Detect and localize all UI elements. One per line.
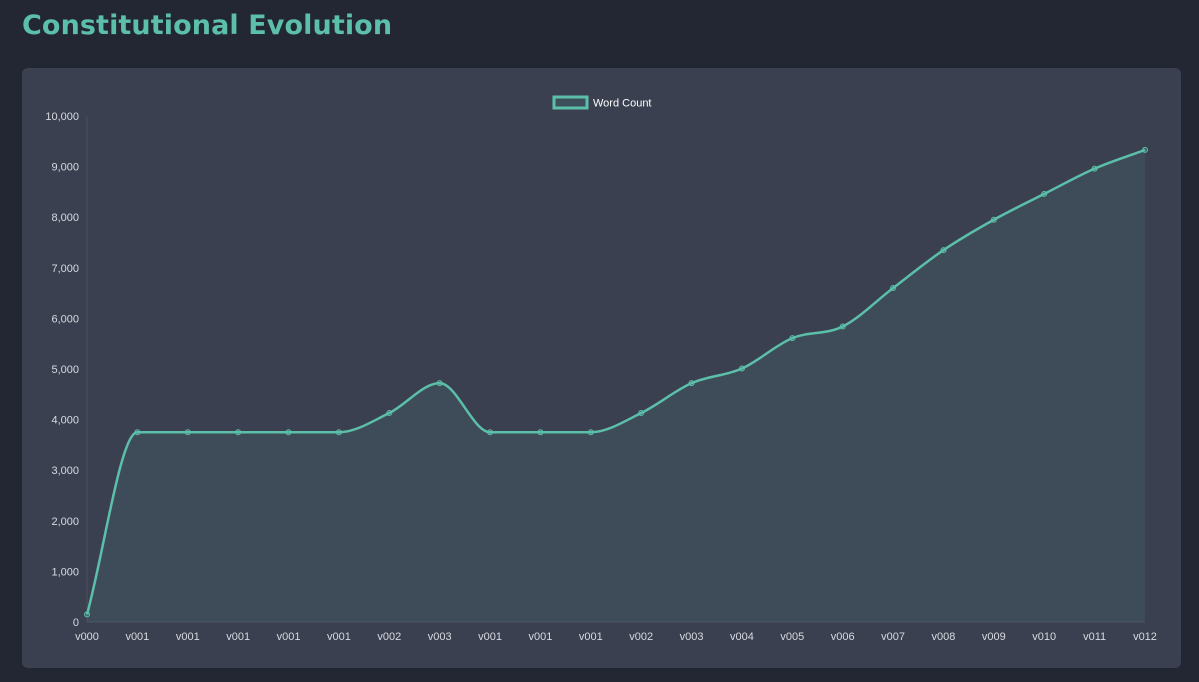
x-tick-label: v001 [277,631,301,643]
data-point[interactable] [587,429,594,436]
series-area [87,149,1145,622]
x-tick-label: v003 [428,631,452,643]
data-point[interactable] [890,285,897,292]
x-tick-label: v012 [1133,631,1157,643]
x-tick-label: v008 [932,631,956,643]
x-tick-label: v010 [1032,631,1056,643]
x-tick-label: v009 [982,631,1006,643]
chart-card: Word Count 0 1,000 2,000 3,000 4,000 5,000 6,0… [22,68,1181,668]
data-point[interactable] [738,365,745,372]
x-tick-label: v011 [1083,631,1106,643]
y-tick-label: 2,000 [51,516,79,528]
x-tick-label: v001 [478,631,502,643]
x-tick-label: v002 [377,631,401,643]
y-tick-label: 7,000 [51,263,79,275]
x-tick-label: v001 [176,631,200,643]
data-point[interactable] [285,429,292,436]
data-point[interactable] [335,429,342,436]
x-tick-label: v001 [226,631,250,643]
data-point[interactable] [688,380,695,387]
data-point[interactable] [1142,146,1148,153]
x-tick-label: v001 [528,631,552,643]
y-tick-label: 1,000 [51,566,79,578]
word-count-chart: Word Count 0 1,000 2,000 3,000 4,000 5,000 6,0… [45,95,1157,643]
x-tick-label: v001 [125,631,149,643]
y-tick-label: 4,000 [51,415,79,427]
y-tick-label: 5,000 [51,364,79,376]
series-line [85,148,1146,615]
data-point[interactable] [537,429,544,436]
data-point[interactable] [134,429,141,436]
x-tick-label: v001 [327,631,351,643]
data-point[interactable] [839,323,846,330]
x-tick-label: v002 [629,631,653,643]
y-tick-label: 0 [73,617,79,629]
y-tick-label: 3,000 [51,465,79,477]
x-tick-label: v000 [75,631,99,643]
y-tick-label: 10,000 [45,111,79,123]
x-tick-label: v001 [579,631,603,643]
data-point[interactable] [184,429,191,436]
y-tick-label: 6,000 [51,313,79,325]
x-tick-label: v004 [730,631,754,643]
x-tick-label: v006 [831,631,855,643]
data-point[interactable] [638,410,645,417]
data-point[interactable] [1091,165,1098,172]
chart-legend[interactable]: Word Count [552,95,652,110]
data-point[interactable] [789,335,796,342]
data-point[interactable] [436,380,443,387]
x-axis: v000 v001 v001 v001 v001 v001 v002 v003 v001 v001… [75,621,1157,643]
data-point[interactable] [386,410,393,417]
data-point[interactable] [235,429,242,436]
x-tick-label: v007 [881,631,905,643]
y-axis: 0 1,000 2,000 3,000 4,000 5,000 6,000 7,000 8,00… [45,111,88,629]
legend-swatch-word-count [552,95,589,110]
x-tick-label: v003 [680,631,704,643]
page-title: Constitutional Evolution [22,10,393,41]
series-word-count [84,146,1148,622]
x-tick-label: v005 [780,631,804,643]
legend-label-word-count: Word Count [593,98,652,110]
y-tick-label: 8,000 [51,212,79,224]
data-point[interactable] [940,247,947,254]
data-point[interactable] [990,216,997,223]
data-point[interactable] [487,429,494,436]
data-point[interactable] [84,611,90,618]
data-point[interactable] [1041,190,1048,197]
y-tick-label: 9,000 [51,162,79,174]
